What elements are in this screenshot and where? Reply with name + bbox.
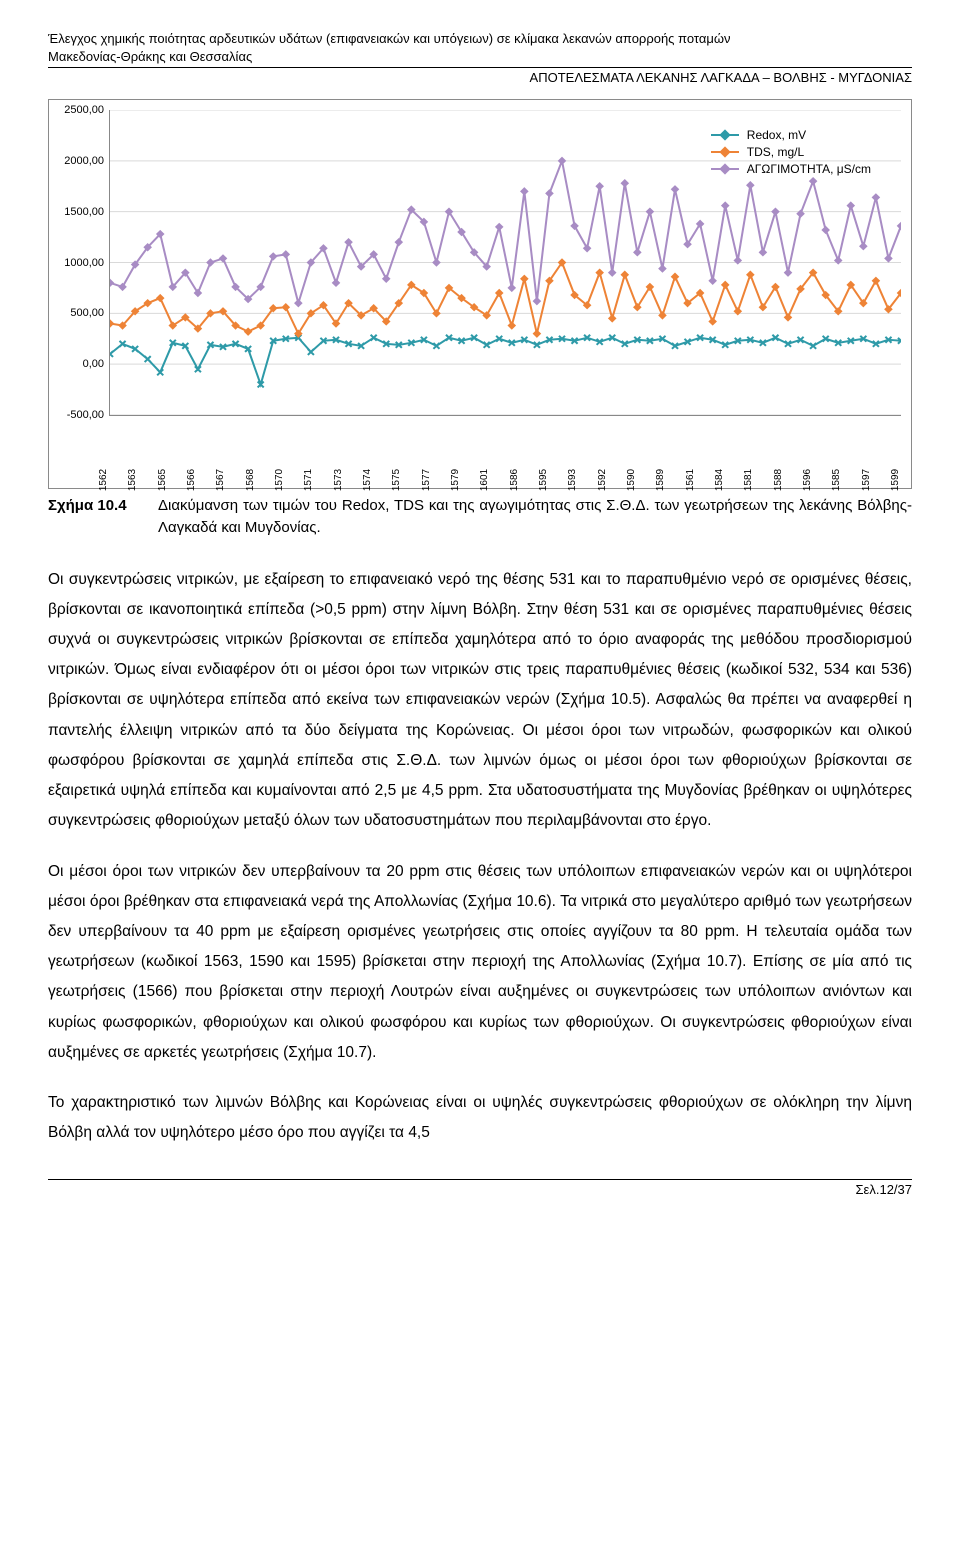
y-tick-label: -500,00: [67, 409, 104, 421]
legend-swatch-tds: [711, 151, 739, 153]
x-tick-label: 1599: [890, 469, 901, 491]
legend-label-redox: Redox, mV: [747, 128, 806, 142]
body-paragraph-1: Οι συγκεντρώσεις νιτρικών, με εξαίρεση τ…: [48, 565, 912, 837]
x-tick-label: 1596: [802, 469, 813, 491]
legend-item-redox: Redox, mV: [711, 128, 871, 142]
legend-item-cond: ΑΓΩΓΙΜΟΤΗΤΑ, μS/cm: [711, 162, 871, 176]
legend-label-tds: TDS, mg/L: [747, 145, 804, 159]
x-tick-label: 1584: [714, 469, 725, 491]
x-axis-ticks: 1562156315651566156715681570157115731574…: [109, 416, 901, 480]
x-tick-label: 1579: [450, 469, 461, 491]
header-right: ΑΠΟΤΕΛΕΣΜΑΤΑ ΛΕΚΑΝΗΣ ΛΑΓΚΑΔΑ – ΒΟΛΒΗΣ - …: [48, 70, 912, 85]
body-paragraph-2: Οι μέσοι όροι των νιτρικών δεν υπερβαίνο…: [48, 857, 912, 1069]
x-tick-label: 1589: [655, 469, 666, 491]
page-footer: Σελ.12/37: [48, 1179, 912, 1197]
x-tick-label: 1575: [391, 469, 402, 491]
figure-caption: Σχήμα 10.4 Διακύμανση των τιμών του Redo…: [48, 495, 912, 539]
legend-label-cond: ΑΓΩΓΙΜΟΤΗΤΑ, μS/cm: [747, 162, 871, 176]
chart-container: -500,00 0,00 500,00 1000,00 1500,00 2000,00 25…: [48, 99, 912, 489]
chart-legend: Redox, mV TDS, mg/L ΑΓΩΓΙΜΟΤΗΤΑ, μS/cm: [711, 128, 871, 179]
x-tick-label: 1568: [245, 469, 256, 491]
x-tick-label: 1562: [98, 469, 109, 491]
y-tick-label: 1000,00: [64, 257, 104, 269]
legend-item-tds: TDS, mg/L: [711, 145, 871, 159]
page-number: Σελ.12/37: [856, 1182, 912, 1197]
y-tick-label: 0,00: [83, 358, 104, 370]
x-tick-label: 1581: [743, 469, 754, 491]
x-tick-label: 1593: [567, 469, 578, 491]
x-tick-label: 1577: [421, 469, 432, 491]
x-tick-label: 1573: [333, 469, 344, 491]
y-tick-label: 500,00: [70, 307, 104, 319]
x-tick-label: 1563: [127, 469, 138, 491]
x-tick-label: 1585: [831, 469, 842, 491]
page-header: Έλεγχος χημικής ποιότητας αρδευτικών υδά…: [48, 30, 912, 68]
x-tick-label: 1590: [626, 469, 637, 491]
legend-swatch-cond: [711, 168, 739, 170]
y-tick-label: 2000,00: [64, 155, 104, 167]
y-tick-label: 1500,00: [64, 206, 104, 218]
x-tick-label: 1586: [509, 469, 520, 491]
x-tick-label: 1571: [303, 469, 314, 491]
x-tick-label: 1597: [861, 469, 872, 491]
body-paragraph-3: Το χαρακτηριστικό των λιμνών Βόλβης και …: [48, 1088, 912, 1148]
x-tick-label: 1588: [773, 469, 784, 491]
x-tick-label: 1595: [538, 469, 549, 491]
x-tick-label: 1570: [274, 469, 285, 491]
header-line-1: Έλεγχος χημικής ποιότητας αρδευτικών υδά…: [48, 30, 912, 48]
x-tick-label: 1567: [215, 469, 226, 491]
legend-swatch-redox: [711, 134, 739, 136]
x-tick-label: 1565: [157, 469, 168, 491]
x-tick-label: 1574: [362, 469, 373, 491]
y-tick-label: 2500,00: [64, 104, 104, 116]
figure-caption-text: Διακύμανση των τιμών του Redox, TDS και …: [158, 495, 912, 539]
x-tick-label: 1601: [479, 469, 490, 491]
header-line-2: Μακεδονίας-Θράκης και Θεσσαλίας: [48, 48, 912, 66]
x-tick-label: 1592: [597, 469, 608, 491]
figure-caption-label: Σχήμα 10.4: [48, 495, 158, 539]
document-page: Έλεγχος χημικής ποιότητας αρδευτικών υδά…: [0, 0, 960, 1227]
x-tick-label: 1561: [685, 469, 696, 491]
x-tick-label: 1566: [186, 469, 197, 491]
